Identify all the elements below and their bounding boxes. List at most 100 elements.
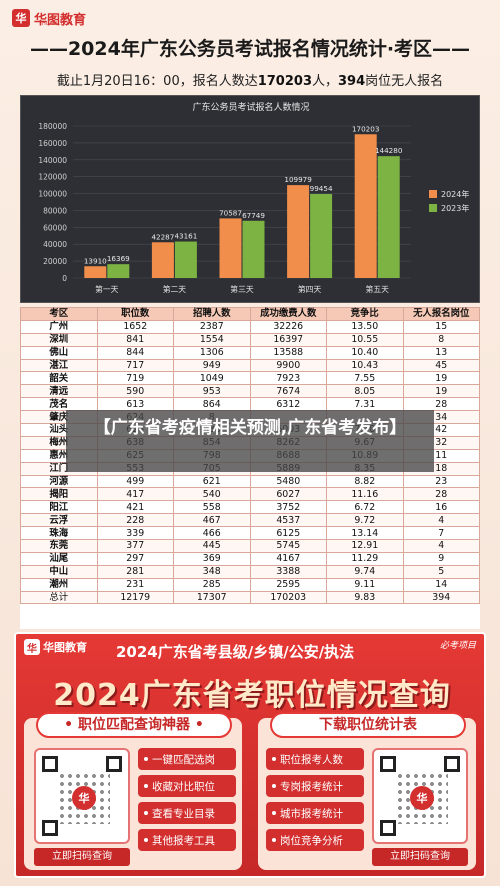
table-cell: 揭阳 bbox=[20, 487, 98, 502]
column-header: 成功缴费人数 bbox=[249, 307, 327, 321]
y-tick-label: 20000 bbox=[43, 257, 67, 266]
bar-chart: 广东公务员考试报名人数情况 0 20000 40000 60000 80000 100000… bbox=[38, 101, 469, 294]
job-match-features: 一键匹配选岗 收藏对比职位 查看专业目录 其他报考工具 bbox=[138, 748, 236, 851]
qr-finder-icon bbox=[42, 820, 58, 836]
table-cell: 7674 bbox=[249, 384, 327, 399]
table-cell: 231 bbox=[96, 577, 174, 592]
bar-2023 bbox=[377, 156, 400, 278]
table-cell: 清远 bbox=[20, 384, 98, 399]
y-tick-label: 60000 bbox=[43, 223, 67, 232]
table-cell: 28 bbox=[402, 487, 480, 502]
scan-query-button[interactable]: 立即扫码查询 bbox=[34, 848, 130, 866]
qr-finder-icon bbox=[380, 820, 396, 836]
y-tick-label: 120000 bbox=[38, 173, 67, 182]
feature-item[interactable]: 其他报考工具 bbox=[138, 829, 236, 851]
feature-item[interactable]: 专岗报考统计 bbox=[266, 775, 364, 797]
table-cell: 6312 bbox=[249, 397, 327, 412]
table-cell: 16 bbox=[402, 500, 480, 515]
table-cell: 13.50 bbox=[326, 319, 404, 334]
column-header: 职位数 bbox=[96, 307, 174, 321]
bar-2024 bbox=[287, 185, 310, 278]
table-cell: 377 bbox=[96, 539, 174, 553]
brand-logo: 华 华图教育 bbox=[12, 8, 86, 28]
x-tick-label: 第三天 bbox=[230, 284, 254, 294]
feature-item[interactable]: 职位报考人数 bbox=[266, 748, 364, 770]
table-cell: 864 bbox=[173, 397, 251, 412]
table-cell: 潮州 bbox=[20, 577, 98, 592]
download-stats-qr-code[interactable]: 华 bbox=[372, 748, 468, 844]
table-cell: 1554 bbox=[173, 332, 251, 347]
promo-logo-icon: 华 bbox=[24, 639, 40, 655]
bar-2023 bbox=[174, 241, 197, 278]
table-cell: 广州 bbox=[20, 319, 98, 334]
table-cell: 10.55 bbox=[326, 332, 404, 347]
table-cell: 东莞 bbox=[20, 539, 98, 553]
job-match-card[interactable]: • 职位匹配查询神器 • 华 立即扫码查询 一键匹配选岗 收藏对比职位 查看专业… bbox=[24, 712, 242, 870]
table-cell: 16397 bbox=[249, 332, 327, 347]
qr-finder-icon bbox=[444, 756, 460, 772]
data-label: 67749 bbox=[242, 211, 265, 220]
legend-swatch bbox=[429, 190, 437, 198]
table-cell: 281 bbox=[96, 564, 174, 579]
feature-item[interactable]: 查看专业目录 bbox=[138, 802, 236, 824]
table-row: 汕尾 297 369 4167 11.29 9 bbox=[20, 551, 480, 566]
table-cell: 717 bbox=[96, 358, 174, 373]
table-row: 东莞 377 445 5745 12.91 4 bbox=[20, 539, 480, 553]
feature-item[interactable]: 城市报考统计 bbox=[266, 802, 364, 824]
column-header: 无人报名岗位 bbox=[402, 307, 480, 321]
table-cell: 2595 bbox=[249, 577, 327, 592]
table-cell: 总计 bbox=[20, 590, 98, 605]
feature-item[interactable]: 岗位竞争分析 bbox=[266, 829, 364, 851]
feature-item[interactable]: 一键匹配选岗 bbox=[138, 748, 236, 770]
column-header: 招聘人数 bbox=[173, 307, 251, 321]
bullet-icon bbox=[144, 784, 148, 788]
promo-title: 2024广东省考县级/乡镇/公安/执法 bbox=[116, 643, 355, 661]
table-cell: 韶关 bbox=[20, 371, 98, 386]
table-cell: 9900 bbox=[249, 358, 327, 373]
promo-headline: 2024广东省考职位情况查询 bbox=[53, 678, 451, 713]
bar-2024 bbox=[219, 218, 242, 278]
table-row: 河源 499 621 5480 8.82 23 bbox=[20, 474, 480, 489]
table-cell: 369 bbox=[173, 551, 251, 566]
table-cell: 19 bbox=[402, 371, 480, 386]
bar-2024 bbox=[354, 134, 377, 278]
table-cell: 285 bbox=[173, 577, 251, 592]
table-total-row: 总计 12179 17307 170203 9.83 394 bbox=[20, 590, 480, 605]
table-cell: 4167 bbox=[249, 551, 327, 566]
table-cell: 深圳 bbox=[20, 332, 98, 347]
table-cell: 19 bbox=[402, 384, 480, 399]
data-label: 170203 bbox=[352, 124, 379, 133]
scan-download-button[interactable]: 立即扫码查询 bbox=[372, 848, 468, 866]
job-match-qr-code[interactable]: 华 bbox=[34, 748, 130, 844]
qr-logo-icon: 华 bbox=[72, 786, 96, 810]
x-tick-label: 第四天 bbox=[298, 284, 322, 294]
table-cell: 14 bbox=[402, 577, 480, 592]
download-stats-card[interactable]: 下载职位统计表 职位报考人数 专岗报考统计 城市报考统计 岗位竞争分析 华 立即… bbox=[258, 712, 476, 870]
table-row: 揭阳 417 540 6027 11.16 28 bbox=[20, 487, 480, 502]
table-cell: 茂名 bbox=[20, 397, 98, 412]
bar-2023 bbox=[310, 194, 333, 278]
table-cell: 228 bbox=[96, 513, 174, 528]
table-cell: 28 bbox=[402, 397, 480, 412]
y-tick-label: 140000 bbox=[38, 156, 67, 165]
table-cell: 9.72 bbox=[326, 513, 404, 528]
promo-stamp: 必考项目 bbox=[439, 641, 476, 651]
table-row: 珠海 339 466 6125 13.14 7 bbox=[20, 526, 480, 541]
table-cell: 1306 bbox=[173, 345, 251, 360]
logo-mark-icon: 华 bbox=[12, 9, 30, 27]
bar-2023 bbox=[242, 220, 265, 278]
table-cell: 348 bbox=[173, 564, 251, 579]
table-cell: 9 bbox=[402, 551, 480, 566]
y-tick-label: 100000 bbox=[38, 190, 67, 199]
table-cell: 45 bbox=[402, 358, 480, 373]
feature-item[interactable]: 收藏对比职位 bbox=[138, 775, 236, 797]
data-label: 70587 bbox=[219, 208, 242, 217]
table-cell: 23 bbox=[402, 474, 480, 489]
table-cell: 499 bbox=[96, 474, 174, 489]
chart-title: 广东公务员考试报名人数情况 bbox=[192, 101, 309, 113]
x-tick-label: 第五天 bbox=[366, 284, 390, 294]
x-tick-label: 第二天 bbox=[163, 284, 187, 294]
table-row: 清远 590 953 7674 8.05 19 bbox=[20, 384, 480, 399]
table-cell: 6027 bbox=[249, 487, 327, 502]
table-cell: 5745 bbox=[249, 539, 327, 553]
